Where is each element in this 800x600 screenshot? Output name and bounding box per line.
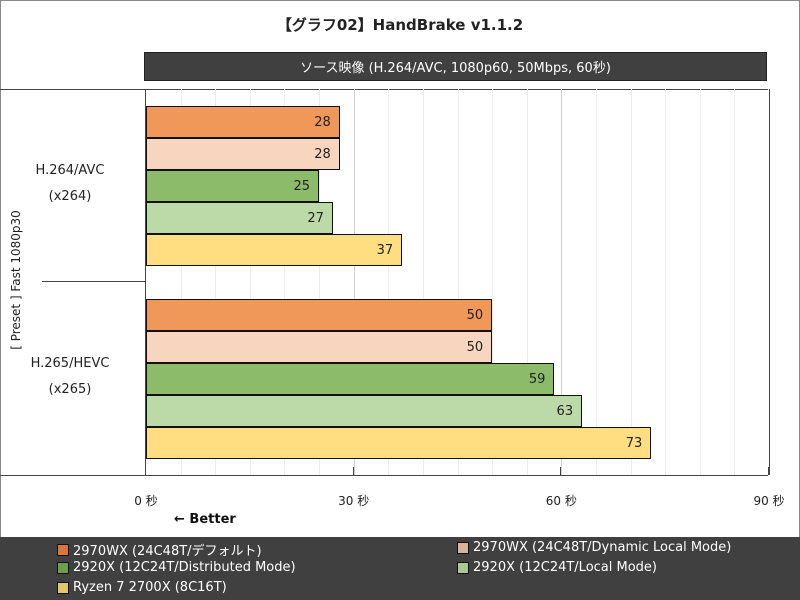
- data-bar: 50: [146, 299, 493, 331]
- data-bar: 25: [146, 170, 320, 202]
- x-axis-tick-label: 30 秒: [338, 494, 370, 508]
- legend-item: 2920X (12C24T/Distributed Mode): [57, 560, 296, 575]
- x-axis-tick: [145, 467, 146, 475]
- gridline: [734, 89, 736, 475]
- gridline: [457, 89, 459, 475]
- data-bar: 59: [146, 363, 555, 395]
- x-axis-line: [0, 475, 768, 476]
- category-name: H.265/HEVC: [30, 356, 110, 371]
- chart-subtitle: ソース映像 (H.264/AVC, 1080p60, 50Mbps, 60秒): [144, 52, 767, 81]
- legend-item: Ryzen 7 2700X (8C16T): [57, 580, 227, 595]
- gridline: [665, 89, 667, 475]
- data-bar: 28: [146, 106, 340, 138]
- legend-item: 2970WX (24C48T/Dynamic Local Mode): [457, 540, 731, 555]
- legend: 2970WX (24C48T/デフォルト) 2970WX (24C48T/Dyn…: [0, 537, 800, 600]
- gridline: [492, 89, 494, 475]
- x-axis-tick: [768, 467, 769, 475]
- x-axis-tick: [560, 467, 562, 475]
- category-label-h265: H.265/HEVC (x265): [0, 351, 140, 403]
- x-axis-tick-label: 0 秒: [134, 494, 158, 508]
- y-axis-title: [ Preset ] Fast 1080p30: [9, 210, 23, 350]
- gridline: [595, 89, 597, 475]
- gridline: [388, 89, 390, 475]
- category-encoder: (x265): [48, 382, 92, 397]
- gridline: [699, 89, 701, 475]
- legend-swatch-icon: [57, 581, 69, 594]
- legend-item: 2920X (12C24T/Local Mode): [457, 560, 657, 575]
- gridline: [561, 89, 563, 475]
- legend-swatch-icon: [57, 561, 69, 574]
- gridline: [215, 89, 217, 475]
- gridline: [180, 89, 182, 475]
- category-name: H.264/AVC: [35, 163, 105, 178]
- gridline: [526, 89, 528, 475]
- legend-item: 2970WX (24C48T/デフォルト): [57, 540, 262, 559]
- data-bar: 27: [146, 202, 333, 234]
- gridline: [284, 89, 286, 475]
- legend-swatch-icon: [457, 541, 469, 554]
- data-bar: 28: [146, 138, 340, 170]
- data-bar: 37: [146, 234, 403, 266]
- plot-top-border: [0, 89, 768, 90]
- group-separator: [42, 281, 145, 282]
- data-bar: 50: [146, 331, 493, 363]
- x-axis-tick: [352, 467, 354, 475]
- data-bar: 73: [146, 427, 652, 459]
- better-direction-note: ← Better: [174, 512, 236, 527]
- x-axis-tick-label: 90 秒: [753, 494, 785, 508]
- category-label-h264: H.264/AVC (x264): [0, 158, 140, 210]
- x-axis-tick-label: 60 秒: [545, 494, 577, 508]
- category-encoder: (x264): [48, 189, 92, 204]
- gridline: [630, 89, 632, 475]
- plot-area: 28 28 25 27 37 50 50 59 63 73: [145, 89, 770, 475]
- gridline: [249, 89, 251, 475]
- gridline: [353, 89, 355, 475]
- legend-swatch-icon: [57, 543, 69, 556]
- data-bar: 63: [146, 395, 583, 427]
- gridline: [319, 89, 321, 475]
- legend-swatch-icon: [457, 561, 469, 574]
- gridline: [422, 89, 424, 475]
- chart-title: 【グラフ02】HandBrake v1.1.2: [276, 16, 524, 34]
